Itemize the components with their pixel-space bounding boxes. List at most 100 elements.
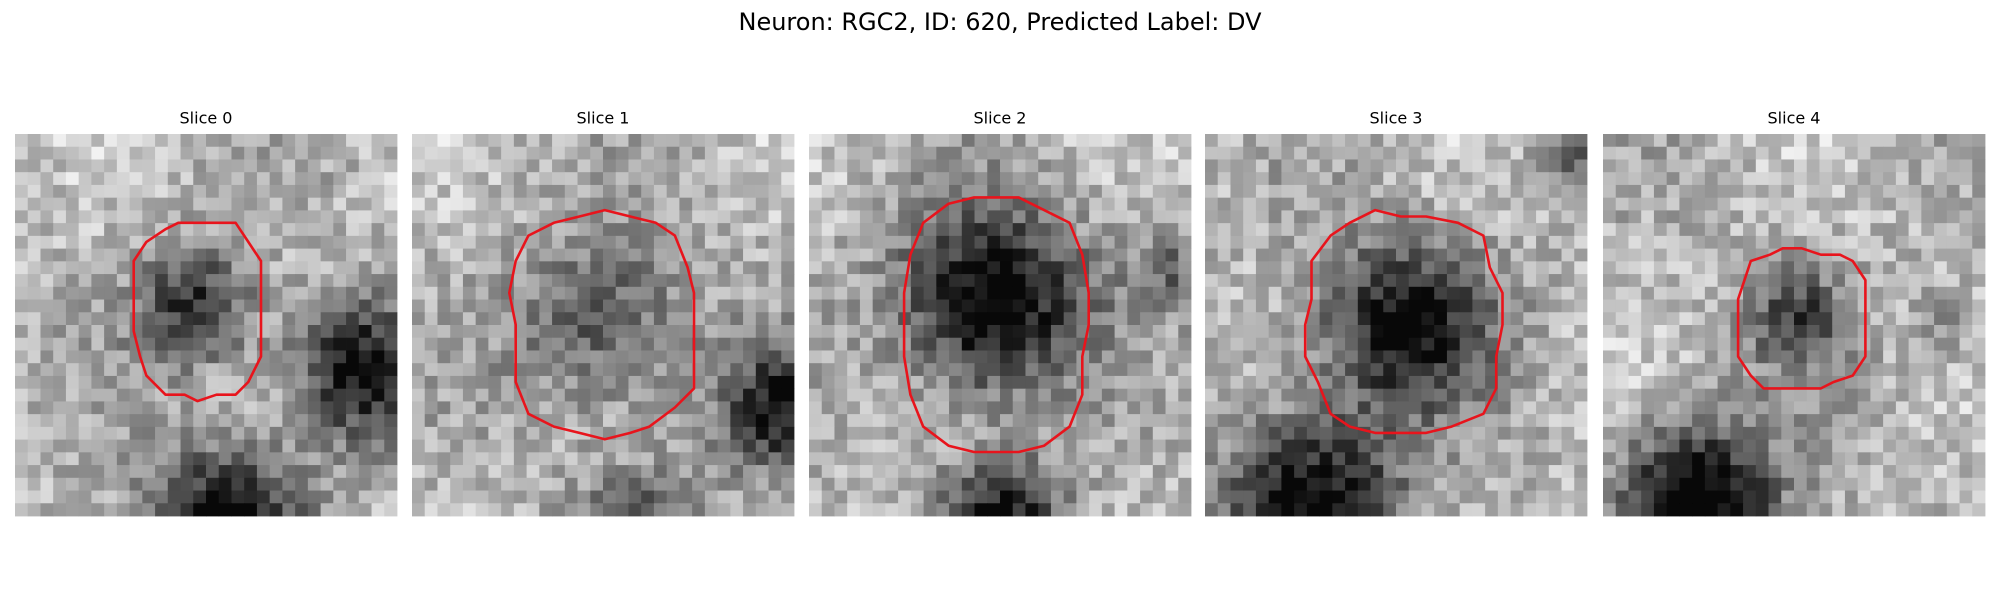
pixel: [1446, 363, 1461, 377]
pixel: [1972, 172, 1986, 186]
pixel: [244, 325, 258, 339]
pixel: [1523, 337, 1537, 351]
pixel: [1383, 312, 1397, 326]
pixel: [1332, 210, 1346, 224]
pixel: [1089, 350, 1103, 364]
pixel: [1281, 401, 1295, 415]
pixel: [961, 426, 975, 440]
pixel: [371, 286, 385, 300]
pixel: [1140, 337, 1154, 351]
pixel: [346, 299, 360, 313]
pixel: [692, 197, 706, 211]
pixel: [552, 388, 566, 402]
pixel: [488, 261, 502, 275]
pixel: [333, 184, 347, 199]
pixel: [1306, 159, 1320, 173]
pixel: [91, 375, 105, 390]
pixel: [974, 248, 988, 262]
pixel: [1000, 490, 1014, 504]
pixel: [371, 134, 385, 148]
pixel: [987, 299, 1001, 313]
pixel: [1743, 452, 1757, 466]
pixel: [692, 350, 706, 364]
pixel: [1523, 465, 1537, 479]
pixel: [346, 350, 360, 364]
pixel: [936, 210, 950, 224]
pixel: [1946, 439, 1960, 453]
pixel: [1396, 350, 1410, 364]
pixel: [1485, 325, 1499, 339]
pixel: [1345, 286, 1359, 300]
pixel: [1666, 286, 1680, 300]
pixel: [218, 503, 232, 517]
pixel: [1653, 223, 1668, 237]
pixel: [1025, 146, 1039, 160]
pixel: [1152, 286, 1166, 300]
pixel: [653, 337, 668, 351]
pixel: [1615, 337, 1629, 351]
pixel: [872, 235, 886, 249]
pixel: [295, 426, 309, 440]
pixel: [1101, 388, 1115, 402]
pixel: [1844, 223, 1859, 237]
pixel: [1306, 388, 1320, 402]
pixel: [167, 248, 181, 262]
pixel: [320, 274, 334, 288]
pixel: [1025, 184, 1039, 199]
pixel: [936, 414, 950, 428]
pixel: [552, 159, 566, 173]
pixel: [180, 210, 194, 224]
pixel: [1165, 134, 1179, 148]
pixel: [743, 325, 757, 339]
pixel: [1165, 210, 1179, 224]
pixel: [40, 414, 54, 428]
pixel: [1434, 248, 1448, 262]
pixel: [513, 426, 527, 440]
pixel: [269, 184, 283, 199]
pixel: [1561, 184, 1575, 199]
pixel: [1000, 350, 1014, 364]
pixel: [1794, 452, 1808, 466]
pixel: [1025, 325, 1039, 339]
pixel: [1038, 299, 1052, 313]
pixel: [244, 261, 258, 275]
pixel: [307, 350, 321, 364]
pixel: [412, 452, 426, 466]
pixel: [371, 465, 385, 479]
pixel: [1730, 274, 1744, 288]
pixel: [437, 426, 451, 440]
pixel: [692, 312, 706, 326]
pixel: [1319, 184, 1333, 199]
pixel: [526, 184, 540, 199]
pixel: [1089, 503, 1103, 517]
pixel: [1025, 477, 1039, 491]
pixel: [1025, 172, 1039, 186]
pixel: [501, 172, 515, 186]
roi-contour: [132, 221, 263, 403]
pixel: [1306, 172, 1320, 186]
pixel: [40, 388, 54, 402]
pixel: [1755, 299, 1769, 313]
pixel: [539, 452, 553, 466]
pixel: [781, 184, 795, 199]
pixel: [717, 299, 731, 313]
pixel: [155, 299, 169, 313]
pixel: [412, 325, 426, 339]
pixel: [1319, 261, 1333, 275]
pixel: [1089, 337, 1103, 351]
pixel: [1857, 134, 1871, 148]
pixel: [847, 172, 861, 186]
pixel: [27, 184, 41, 199]
pixel: [1717, 490, 1731, 504]
pixel: [692, 337, 706, 351]
pixel: [1536, 350, 1550, 364]
pixel: [437, 325, 451, 339]
pixel: [781, 261, 795, 275]
pixel: [513, 452, 527, 466]
pixel: [1883, 325, 1897, 339]
pixel: [488, 210, 502, 224]
pixel: [1370, 350, 1384, 364]
pixel: [590, 159, 604, 173]
pixel: [206, 172, 220, 186]
pixel: [371, 452, 385, 466]
